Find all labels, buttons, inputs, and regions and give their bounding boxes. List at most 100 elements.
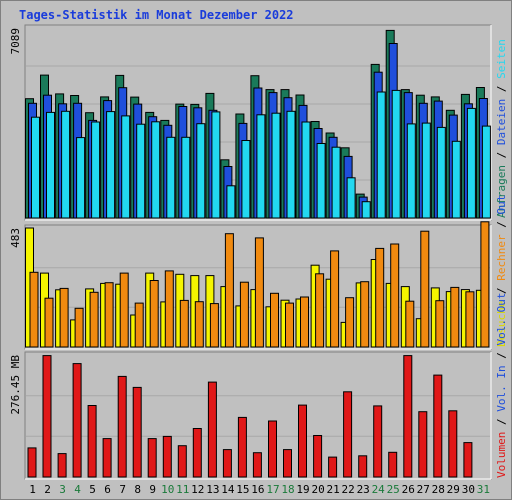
bar-seiten [346,177,356,219]
bar-rechner [74,307,84,348]
bar-rechner [300,296,309,348]
bar-seiten [151,121,161,219]
bar-volumen [192,428,202,478]
x-tick-label: 31 [477,483,490,496]
legend-entry: Rechner [495,234,508,281]
bar-volumen [373,405,383,478]
bar-seiten [76,137,86,219]
chart-title: Tages-Statistik im Monat Dezember 2022 [19,8,294,22]
x-tick-label: 2 [44,483,51,496]
bar-seiten [196,123,206,219]
x-tick-label: 21 [326,483,339,496]
x-tick-label: 6 [104,483,111,496]
bar-seiten [91,121,101,219]
x-tick-label: 28 [432,483,445,496]
bar-seiten [421,122,431,219]
bar-volumen [403,355,413,478]
bars [25,29,491,478]
bar-seiten [391,89,401,219]
bar-volumen [132,386,142,478]
bar-rechner [270,292,279,348]
bar-volumen [72,363,82,478]
legend-requests: Anfragen / Dateien / Seiten [495,39,508,218]
bar-volumen [388,451,398,478]
x-tick-label: 20 [311,483,324,496]
bar-seiten [241,140,251,219]
bar-rechner [89,291,99,348]
x-tick-label: 7 [119,483,126,496]
bar-seiten [46,111,55,219]
bar-rechner [254,237,264,348]
x-tick-label: 22 [341,483,354,496]
bar-rechner [375,247,385,348]
bar-rechner [390,243,400,348]
bar-rechner [330,250,340,348]
bar-volumen [207,381,217,478]
bar-rechner [149,280,159,348]
legend-entry: Seiten [495,39,508,79]
bar-seiten [136,123,146,219]
bar-seiten [256,114,266,219]
bar-seiten [481,125,491,219]
x-tick-label: 26 [402,483,415,496]
bar-seiten [106,111,116,219]
legend-entry: Besuche [495,301,508,347]
bar-rechner [104,282,114,348]
bar-rechner [44,297,54,348]
bar-seiten [436,126,446,219]
bar-rechner [194,301,204,348]
x-tick-label: 29 [447,483,460,496]
bar-seiten [61,110,71,219]
bar-seiten [451,140,461,219]
bar-rechner [239,281,249,348]
bar-seiten [226,185,236,219]
x-tick-label: 13 [206,483,219,496]
legend-entry: Anfragen [495,165,508,218]
legend-volume: Volumen / Vol. In / Vol. Out [495,293,508,478]
bar-rechner [405,300,415,348]
bar-seiten [121,115,131,219]
x-tick-label: 15 [236,483,249,496]
bar-volumen [117,375,127,478]
bar-seiten [211,111,221,219]
bar-volumen [147,438,157,478]
legend-entry: Volumen [495,432,508,478]
bar-volumen [162,435,172,478]
y-label-visits: 483 [9,228,22,248]
bar-volumen [328,456,338,478]
y-label-volume: 276.45 MB [9,355,22,415]
bar-volumen [343,391,353,478]
legend-entry: Vol. In [495,365,508,411]
bar-seiten [331,146,341,219]
bar-seiten [376,91,386,219]
bar-rechner [164,270,174,348]
bar-seiten [286,110,296,219]
x-tick-label: 24 [372,483,386,496]
x-tick-label: 18 [281,483,294,496]
bar-volumen [313,435,323,478]
x-tick-label: 3 [59,483,66,496]
x-tick-label: 11 [176,483,189,496]
bar-rechner [480,221,490,348]
bar-volumen [87,405,97,478]
x-tick-label: 9 [149,483,156,496]
bar-seiten [316,143,326,219]
bar-volumen [252,452,262,478]
bar-seiten [406,123,416,219]
bar-volumen [222,449,232,478]
legend-visits: Besuche / Rechner / Out [495,195,508,347]
bar-volumen [463,442,473,478]
bar-rechner [119,272,129,348]
bar-seiten [301,121,311,219]
bar-volumen [448,410,458,478]
bar-rechner [59,287,69,348]
x-tick-label: 1 [29,483,36,496]
bar-volumen [42,355,52,478]
bar-volumen [418,411,428,478]
bar-seiten [271,112,281,219]
legend-entry: Vol. Out [495,293,508,346]
x-tick-label: 16 [251,483,264,496]
bar-rechner [285,302,294,348]
bar-rechner [360,281,370,348]
y-label-requests: 7089 [9,28,22,55]
